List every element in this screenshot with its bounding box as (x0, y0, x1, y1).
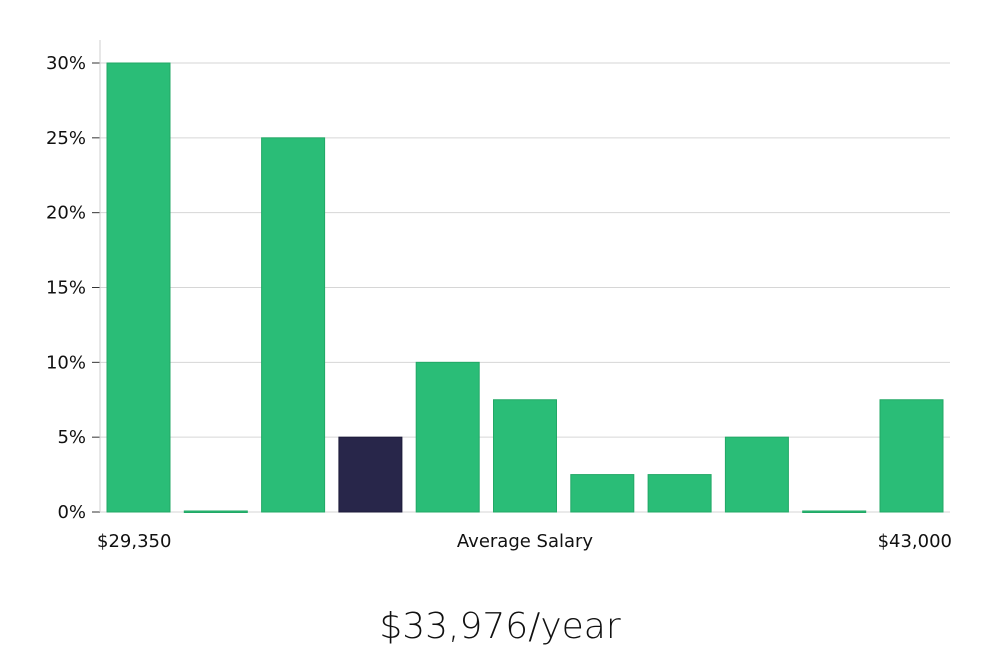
bar (570, 474, 635, 513)
bar (724, 436, 789, 513)
x-max-label: $43,000 (878, 531, 952, 552)
bar (106, 62, 171, 513)
bar (261, 137, 326, 513)
grid-layer (100, 62, 950, 438)
bar (802, 510, 867, 513)
y-tick-label: 20% (46, 203, 86, 224)
y-tick-label: 0% (57, 502, 86, 523)
bar (647, 474, 712, 513)
bar (879, 399, 944, 513)
y-tick-label: 30% (46, 53, 86, 74)
salary-distribution-chart: 0% 5% 10% 15% 20% 25% 30% $29,350 Average Sala… (46, 40, 952, 552)
x-axis-title: Average Salary (457, 531, 594, 552)
y-tick-label: 5% (57, 427, 86, 448)
bar (415, 361, 480, 513)
average-salary-value: $33,976/year (379, 606, 621, 647)
bar (183, 510, 248, 513)
y-tick-labels: 0% 5% 10% 15% 20% 25% 30% (46, 53, 86, 523)
bar (493, 399, 557, 513)
bar-highlighted (338, 436, 403, 513)
x-min-label: $29,350 (97, 531, 171, 552)
y-tick-label: 10% (46, 352, 86, 373)
y-tick-label: 15% (46, 278, 86, 299)
bars-layer (106, 62, 944, 513)
y-tick-label: 25% (46, 128, 86, 149)
